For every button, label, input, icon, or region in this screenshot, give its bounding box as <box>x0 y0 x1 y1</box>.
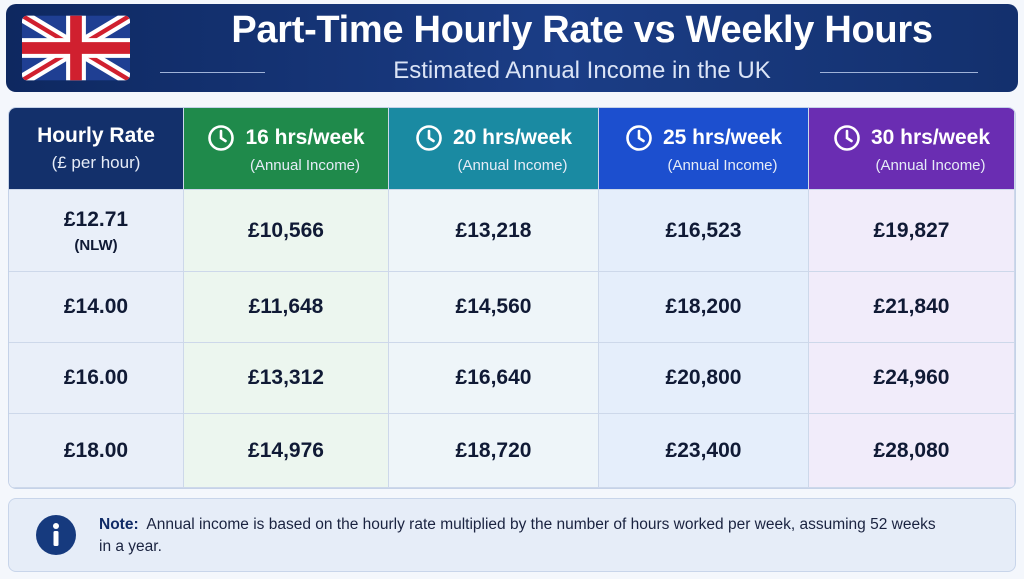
income-value: £13,218 <box>455 218 532 242</box>
clock-icon <box>208 124 235 151</box>
header-cell: 25 hrs/week (Annual Income) <box>599 108 809 190</box>
income-cell: £14,976 <box>184 414 389 488</box>
income-value: £21,840 <box>873 295 950 318</box>
header-text: Hourly Rate <box>37 124 155 147</box>
header-sublabel: (Annual Income) <box>667 156 778 174</box>
header-sublabel: (Annual Income) <box>457 156 568 174</box>
title: Part-Time Hourly Rate vs Weekly Hours <box>231 9 933 51</box>
rate-cell: £18.00 <box>9 414 184 488</box>
rate: £12.71 <box>63 207 129 231</box>
header-sublabel: (Annual Income) <box>875 156 986 174</box>
header-sublabel: (Annual Income) <box>249 156 361 174</box>
note-box: Note: Annual income is based on the hour… <box>8 498 1016 572</box>
header-text: 30 hrs/week <box>870 125 991 149</box>
income-cell: £23,400 <box>599 414 809 488</box>
income-value: £16,640 <box>455 366 532 389</box>
income-value: £23,400 <box>665 438 742 462</box>
income-cell: £10,566 <box>184 190 389 272</box>
uk-flag <box>22 15 130 81</box>
rate-cell: £16.00 <box>9 343 184 414</box>
income-cell: £24,960 <box>809 343 1015 414</box>
header-banner <box>6 4 1018 92</box>
note-label: Note: <box>99 516 139 533</box>
income-value: £24,960 <box>873 366 950 389</box>
income-cell: £13,218 <box>389 190 599 272</box>
header-cell: 20 hrs/week (Annual Income) <box>389 108 599 190</box>
note: Note: Annual income is based on the hour… <box>99 514 949 558</box>
income-value: £14,976 <box>248 438 324 462</box>
income-cell: £16,640 <box>389 343 599 414</box>
income-value: £11,648 <box>248 295 324 318</box>
rate: £16.00 <box>63 366 129 389</box>
clock-icon <box>834 124 860 151</box>
rule <box>160 72 265 73</box>
header-cell: 30 hrs/week (Annual Income) <box>809 108 1015 190</box>
rate: £18.00 <box>63 438 129 462</box>
income-table: Hourly Rate (£ per hour) 16 hrs/week (Annua… <box>8 107 1016 489</box>
subtitle: Estimated Annual Income in the UK <box>393 57 771 84</box>
income-value: £13,312 <box>248 366 324 389</box>
header-label: 20 hrs/week <box>415 124 572 152</box>
income-cell: £20,800 <box>599 343 809 414</box>
income-value: £18,720 <box>455 438 532 462</box>
rate-note: (NLW) <box>74 236 118 254</box>
info-icon <box>36 515 76 555</box>
income-cell: £11,648 <box>184 272 389 343</box>
income-value: £28,080 <box>873 438 950 462</box>
income-cell: £14,560 <box>389 272 599 343</box>
rule <box>820 72 978 73</box>
income-cell: £28,080 <box>809 414 1015 488</box>
header-label: Hourly Rate <box>37 124 155 148</box>
income-cell: £18,720 <box>389 414 599 488</box>
income-value: £14,560 <box>455 295 532 318</box>
clock-icon <box>416 124 442 151</box>
header-sublabel: (£ per hour) <box>51 153 141 172</box>
income-cell: £19,827 <box>809 190 1015 272</box>
income-value: £20,800 <box>665 366 742 389</box>
income-value: £18,200 <box>665 295 742 318</box>
income-value: £10,566 <box>248 218 324 242</box>
rate-cell: £14.00 <box>9 272 184 343</box>
income-value: £19,827 <box>873 218 950 242</box>
income-value: £16,523 <box>665 218 742 242</box>
header-cell: Hourly Rate (£ per hour) <box>9 108 184 190</box>
header-text: 20 hrs/week <box>452 125 573 149</box>
header-cell: 16 hrs/week (Annual Income) <box>184 108 389 190</box>
header-label: 30 hrs/week <box>833 124 990 152</box>
note-text: Annual income is based on the hourly rat… <box>99 516 936 555</box>
header-label: 16 hrs/week <box>207 124 365 152</box>
clock-icon <box>626 124 652 151</box>
rate-cell: £12.71 (NLW) <box>9 190 184 272</box>
income-cell: £21,840 <box>809 272 1015 343</box>
header-text: 16 hrs/week <box>245 125 365 149</box>
header-label: 25 hrs/week <box>625 124 782 152</box>
header-text: 25 hrs/week <box>662 125 783 149</box>
income-cell: £16,523 <box>599 190 809 272</box>
income-cell: £18,200 <box>599 272 809 343</box>
rate: £14.00 <box>63 295 129 318</box>
income-cell: £13,312 <box>184 343 389 414</box>
